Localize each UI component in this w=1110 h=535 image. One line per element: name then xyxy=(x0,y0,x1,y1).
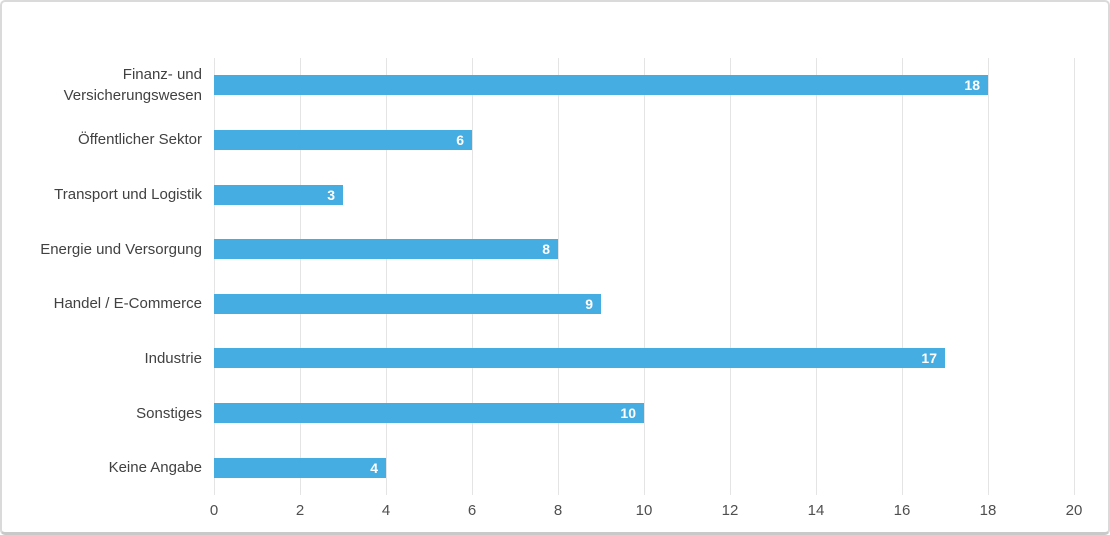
gridline xyxy=(730,58,731,495)
x-tick-label: 18 xyxy=(979,502,997,519)
gridline xyxy=(902,58,903,495)
category-label: Energie und Versorgung xyxy=(40,240,202,258)
bar-value-label: 17 xyxy=(921,350,937,367)
bar: 6 xyxy=(214,129,472,150)
x-tick-label: 0 xyxy=(209,502,219,519)
x-tick-label: 16 xyxy=(893,502,911,519)
gridline xyxy=(988,58,989,495)
bar-row: 18 xyxy=(214,58,1074,113)
bar-value-label: 9 xyxy=(585,295,593,312)
category-label: Handel / E-Commerce xyxy=(53,295,202,313)
gridline xyxy=(472,58,473,495)
bar-row: 6 xyxy=(214,113,1074,168)
bar-value-label: 6 xyxy=(456,131,464,148)
x-tick-label: 12 xyxy=(721,502,739,519)
gridline xyxy=(558,58,559,495)
category-label: Sonstiges xyxy=(136,404,202,422)
gridline xyxy=(214,58,215,495)
gridline xyxy=(816,58,817,495)
bar-row: 8 xyxy=(214,222,1074,277)
x-tick-label: 4 xyxy=(381,502,391,519)
x-tick-label: 14 xyxy=(807,502,825,519)
bar: 17 xyxy=(214,348,945,369)
bar: 4 xyxy=(214,457,386,478)
category-label: Keine Angabe xyxy=(108,459,202,477)
gridline xyxy=(300,58,301,495)
category-labels: Finanz- und Versicherungswesen Öffentlich… xyxy=(2,58,202,495)
x-tick-label: 8 xyxy=(553,502,563,519)
bar-row: 17 xyxy=(214,331,1074,386)
bar-value-label: 3 xyxy=(327,186,335,203)
x-tick-label: 2 xyxy=(295,502,305,519)
x-tick-label: 20 xyxy=(1065,502,1083,519)
bar-value-label: 8 xyxy=(542,241,550,258)
bar: 3 xyxy=(214,184,343,205)
category-label: Öffentlicher Sektor xyxy=(78,131,202,149)
plot-area: 18 6 3 8 9 17 10 4 xyxy=(214,58,1075,495)
bar-row: 10 xyxy=(214,386,1074,441)
gridline xyxy=(386,58,387,495)
bar: 18 xyxy=(214,75,988,96)
bar-row: 4 xyxy=(214,440,1074,495)
category-label: Finanz- und Versicherungswesen xyxy=(63,66,202,105)
bar-rows: 18 6 3 8 9 17 10 4 xyxy=(214,58,1074,495)
bar: 8 xyxy=(214,239,558,260)
category-label: Industrie xyxy=(144,349,202,367)
gridline xyxy=(644,58,645,495)
bar: 10 xyxy=(214,403,644,424)
x-axis: 0 2 4 6 8 10 12 14 16 18 20 xyxy=(2,503,1108,527)
x-tick-label: 10 xyxy=(635,502,653,519)
category-label: Transport und Logistik xyxy=(54,186,202,204)
bar-row: 3 xyxy=(214,167,1074,222)
bar-value-label: 10 xyxy=(620,405,636,422)
bar-value-label: 18 xyxy=(964,77,980,94)
bar-value-label: 4 xyxy=(370,459,378,476)
x-tick-label: 6 xyxy=(467,502,477,519)
bar-row: 9 xyxy=(214,277,1074,332)
bar: 9 xyxy=(214,293,601,314)
gridline xyxy=(1074,58,1075,495)
